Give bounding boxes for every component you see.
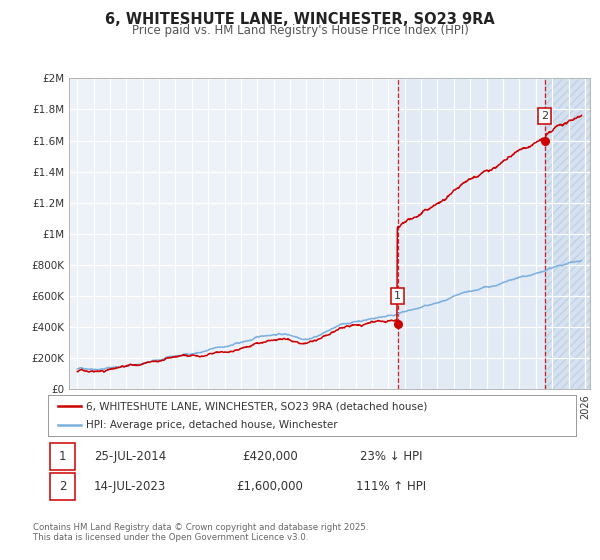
Text: 2: 2: [541, 111, 548, 121]
Bar: [545, 78, 590, 389]
Text: 2: 2: [59, 480, 67, 493]
Text: 25-JUL-2014: 25-JUL-2014: [94, 450, 166, 463]
Text: 14-JUL-2023: 14-JUL-2023: [94, 480, 166, 493]
Text: 6, WHITESHUTE LANE, WINCHESTER, SO23 9RA (detached house): 6, WHITESHUTE LANE, WINCHESTER, SO23 9RA…: [86, 402, 427, 411]
FancyBboxPatch shape: [50, 443, 76, 470]
FancyBboxPatch shape: [50, 473, 76, 500]
Bar: [545, 78, 590, 389]
Text: 1: 1: [394, 291, 401, 301]
Text: 111% ↑ HPI: 111% ↑ HPI: [356, 480, 426, 493]
Bar: [398, 78, 590, 389]
Text: 1: 1: [59, 450, 67, 463]
Text: Price paid vs. HM Land Registry's House Price Index (HPI): Price paid vs. HM Land Registry's House …: [131, 24, 469, 36]
Text: HPI: Average price, detached house, Winchester: HPI: Average price, detached house, Winc…: [86, 420, 338, 430]
Text: £420,000: £420,000: [242, 450, 298, 463]
Text: 23% ↓ HPI: 23% ↓ HPI: [360, 450, 422, 463]
Text: 6, WHITESHUTE LANE, WINCHESTER, SO23 9RA: 6, WHITESHUTE LANE, WINCHESTER, SO23 9RA: [105, 12, 495, 27]
Text: Contains HM Land Registry data © Crown copyright and database right 2025.
This d: Contains HM Land Registry data © Crown c…: [33, 523, 368, 543]
Text: £1,600,000: £1,600,000: [236, 480, 303, 493]
